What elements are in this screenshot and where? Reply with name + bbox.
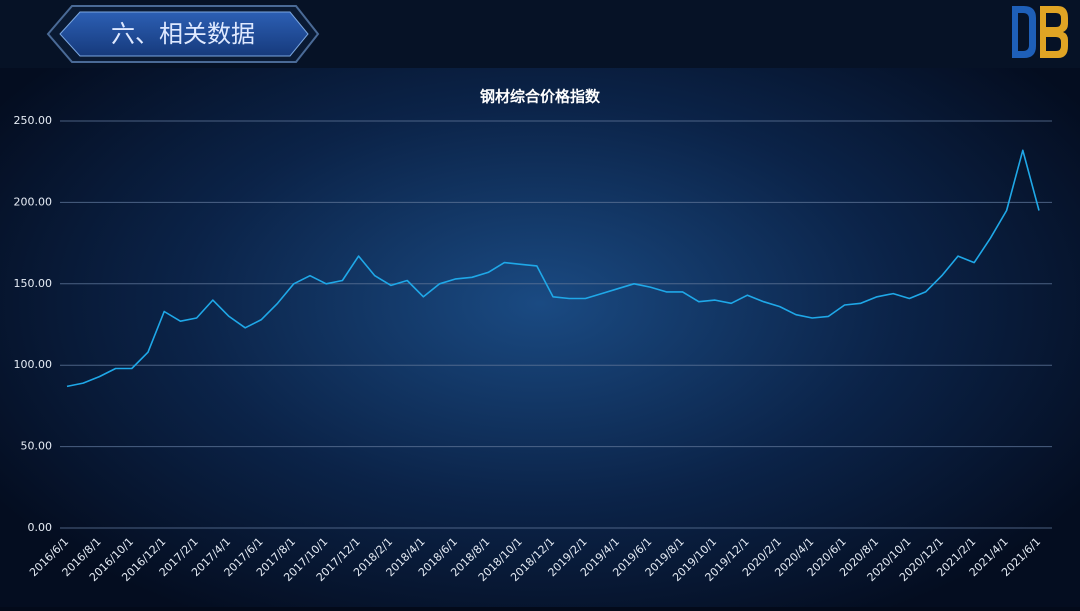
header-title: 六、相关数据 <box>111 20 255 48</box>
chart-title: 钢材综合价格指数 <box>480 88 601 106</box>
logo-d <box>1012 6 1036 58</box>
y-tick-label: 0.00 <box>28 521 53 534</box>
y-tick-label: 100.00 <box>14 358 53 371</box>
logo <box>1012 6 1068 58</box>
logo-b <box>1040 6 1068 58</box>
header-plate <box>59 11 309 57</box>
y-tick-label: 50.00 <box>21 440 53 453</box>
y-tick-label: 200.00 <box>14 195 53 208</box>
y-tick-label: 150.00 <box>14 277 53 290</box>
y-tick-label: 250.00 <box>14 114 53 127</box>
price-line <box>66 149 1040 388</box>
